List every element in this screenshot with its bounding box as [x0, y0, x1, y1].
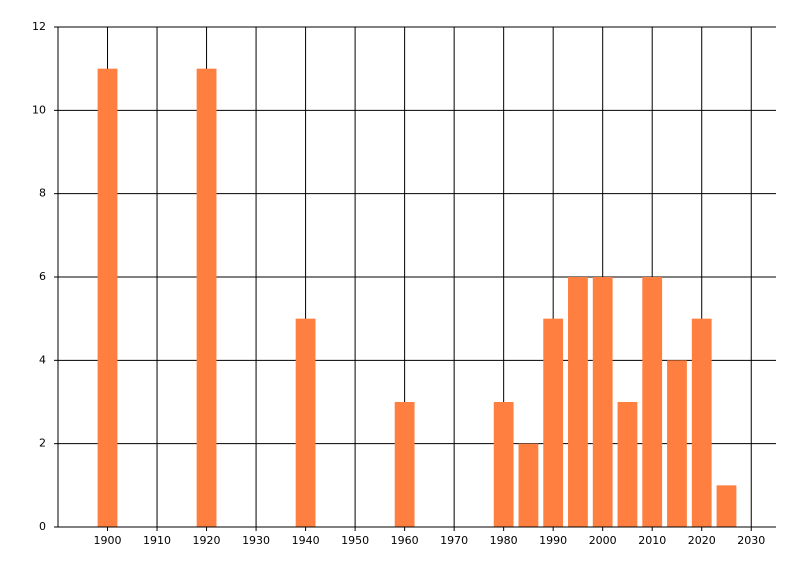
y-tick-label: 8 [39, 187, 46, 200]
x-tick-label: 1900 [94, 534, 122, 547]
y-tick-label: 4 [39, 353, 46, 366]
bar [716, 485, 737, 527]
bar [667, 360, 687, 527]
x-tick-label: 2010 [638, 534, 666, 547]
y-tick-label: 10 [32, 103, 46, 116]
y-tick-label: 12 [32, 20, 46, 33]
bar [196, 68, 217, 528]
y-tick-label: 2 [39, 437, 46, 450]
bar [617, 402, 638, 527]
x-tick-label: 2030 [737, 534, 765, 547]
x-tick-label: 1910 [143, 534, 171, 547]
bar [543, 318, 564, 527]
bar [568, 277, 588, 527]
y-tick-label: 6 [39, 270, 46, 283]
x-tick-label: 1990 [539, 534, 567, 547]
bar [642, 277, 663, 527]
x-tick-label: 2000 [589, 534, 617, 547]
bar [592, 277, 613, 527]
bar [493, 402, 514, 527]
x-tick-label: 1980 [490, 534, 518, 547]
bar [295, 318, 316, 527]
bar [394, 402, 415, 527]
x-tick-label: 1930 [242, 534, 270, 547]
x-tick-label: 1940 [292, 534, 320, 547]
bar [518, 443, 539, 527]
x-tick-label: 2020 [688, 534, 716, 547]
bar [691, 318, 712, 527]
x-tick-label: 1970 [440, 534, 468, 547]
x-tick-label: 1920 [193, 534, 221, 547]
y-tick-label: 0 [39, 520, 46, 533]
bar [97, 68, 118, 528]
x-tick-label: 1950 [341, 534, 369, 547]
x-tick-label: 1960 [391, 534, 419, 547]
